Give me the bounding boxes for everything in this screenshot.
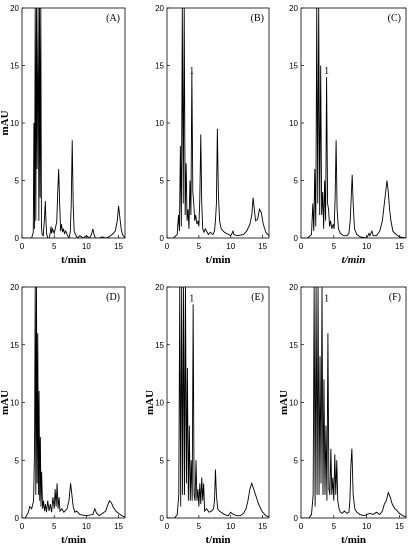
y-tick-label: 5 xyxy=(15,177,20,186)
y-tick-label: 10 xyxy=(155,119,164,128)
y-tick-label: 0 xyxy=(15,234,20,243)
y-tick-label: 15 xyxy=(289,62,298,71)
panel-label: (F) xyxy=(389,292,401,303)
x-tick-label: 5 xyxy=(332,242,337,251)
x-axis-title: t/min xyxy=(61,254,86,266)
x-tick-label: 10 xyxy=(82,522,91,531)
x-tick-label: 5 xyxy=(332,522,337,531)
panel-label: (B) xyxy=(251,13,264,24)
y-tick-label: 0 xyxy=(294,514,299,523)
x-tick-label: 0 xyxy=(299,522,304,531)
x-tick-label: 15 xyxy=(395,522,404,531)
y-tick-label: 15 xyxy=(10,341,19,350)
chart-panel: 0 5 10 15 20 0 5 10 15 t/min (B) 1 xyxy=(155,4,270,266)
peak-label: 1 xyxy=(189,66,194,77)
y-tick-label: 10 xyxy=(10,399,19,408)
x-tick-label: 5 xyxy=(52,242,57,251)
y-tick-label: 5 xyxy=(160,177,165,186)
x-tick-label: 10 xyxy=(226,522,235,531)
x-tick-label: 10 xyxy=(82,242,91,251)
x-tick-label: 15 xyxy=(258,522,267,531)
y-tick-label: 20 xyxy=(155,283,164,292)
y-tick-label: 0 xyxy=(294,234,299,243)
y-tick-label: 0 xyxy=(15,514,20,523)
y-tick-label: 10 xyxy=(155,399,164,408)
chromatogram-trace xyxy=(301,287,406,518)
panel-label: (A) xyxy=(106,13,120,24)
x-tick-label: 0 xyxy=(165,522,170,531)
y-tick-label: 15 xyxy=(289,341,298,350)
x-tick-label: 15 xyxy=(114,522,123,531)
panel-label: (D) xyxy=(106,292,120,303)
chromatogram-trace xyxy=(167,8,269,238)
y-axis-title: mAU xyxy=(144,390,156,415)
y-tick-label: 5 xyxy=(15,456,20,465)
x-tick-label: 5 xyxy=(197,522,202,531)
x-tick-label: 15 xyxy=(258,242,267,251)
chromatogram-trace xyxy=(167,287,269,518)
x-tick-label: 5 xyxy=(197,242,202,251)
x-tick-label: 10 xyxy=(226,242,235,251)
y-axis-title: mAU xyxy=(0,110,11,135)
y-tick-label: 10 xyxy=(289,119,298,128)
panel-label: (E) xyxy=(251,292,264,303)
y-tick-label: 10 xyxy=(10,119,19,128)
panel-label: (C) xyxy=(388,13,401,24)
chromatogram-trace xyxy=(22,287,125,518)
y-tick-label: 15 xyxy=(155,341,164,350)
y-tick-label: 5 xyxy=(160,456,165,465)
y-tick-label: 15 xyxy=(10,62,19,71)
peak-label: 1 xyxy=(324,66,329,77)
chart-panel: 0 5 10 15 20 0 5 10 15 t/min mAU (D) xyxy=(0,283,126,546)
y-tick-label: 10 xyxy=(289,399,298,408)
y-axis-title: mAU xyxy=(278,390,290,415)
y-tick-label: 20 xyxy=(10,283,19,292)
x-axis-title: t/min xyxy=(61,534,86,546)
y-tick-label: 5 xyxy=(294,456,299,465)
chart-panel: 0 5 10 15 20 0 5 10 15 t/min mAU (E) 1 xyxy=(144,283,270,546)
y-tick-label: 15 xyxy=(155,62,164,71)
y-tick-label: 5 xyxy=(294,177,299,186)
y-tick-label: 20 xyxy=(10,4,19,13)
x-tick-label: 0 xyxy=(20,522,25,531)
x-axis-title: t/min xyxy=(205,254,230,266)
x-axis-title: t/min xyxy=(205,534,230,546)
y-axis-title: mAU xyxy=(0,390,11,415)
peak-label: 1 xyxy=(324,293,329,304)
peak-label: 1 xyxy=(189,293,194,304)
y-tick-label: 20 xyxy=(289,283,298,292)
y-tick-label: 0 xyxy=(160,514,165,523)
x-tick-label: 15 xyxy=(395,242,404,251)
x-tick-label: 10 xyxy=(362,522,371,531)
chart-panel: 0 5 10 15 20 0 5 10 15 t/min mAU (A) xyxy=(0,4,126,266)
x-tick-label: 5 xyxy=(52,522,57,531)
x-tick-label: 15 xyxy=(114,242,123,251)
x-axis-title: t/min xyxy=(341,534,366,546)
y-tick-label: 0 xyxy=(160,234,165,243)
y-tick-label: 20 xyxy=(155,4,164,13)
y-tick-label: 20 xyxy=(289,4,298,13)
x-tick-label: 0 xyxy=(299,242,304,251)
x-tick-label: 0 xyxy=(20,242,25,251)
x-tick-label: 0 xyxy=(165,242,170,251)
x-tick-label: 10 xyxy=(362,242,371,251)
chromatogram-trace xyxy=(22,8,125,238)
x-axis-title: t/min xyxy=(342,254,366,266)
chromatogram-trace xyxy=(301,8,406,238)
chart-panel: 0 5 10 15 20 0 5 10 15 t/min mAU (F) 1 xyxy=(278,283,407,546)
chart-panel: 0 5 10 15 20 0 5 10 15 t/min (C) 1 xyxy=(289,4,407,266)
